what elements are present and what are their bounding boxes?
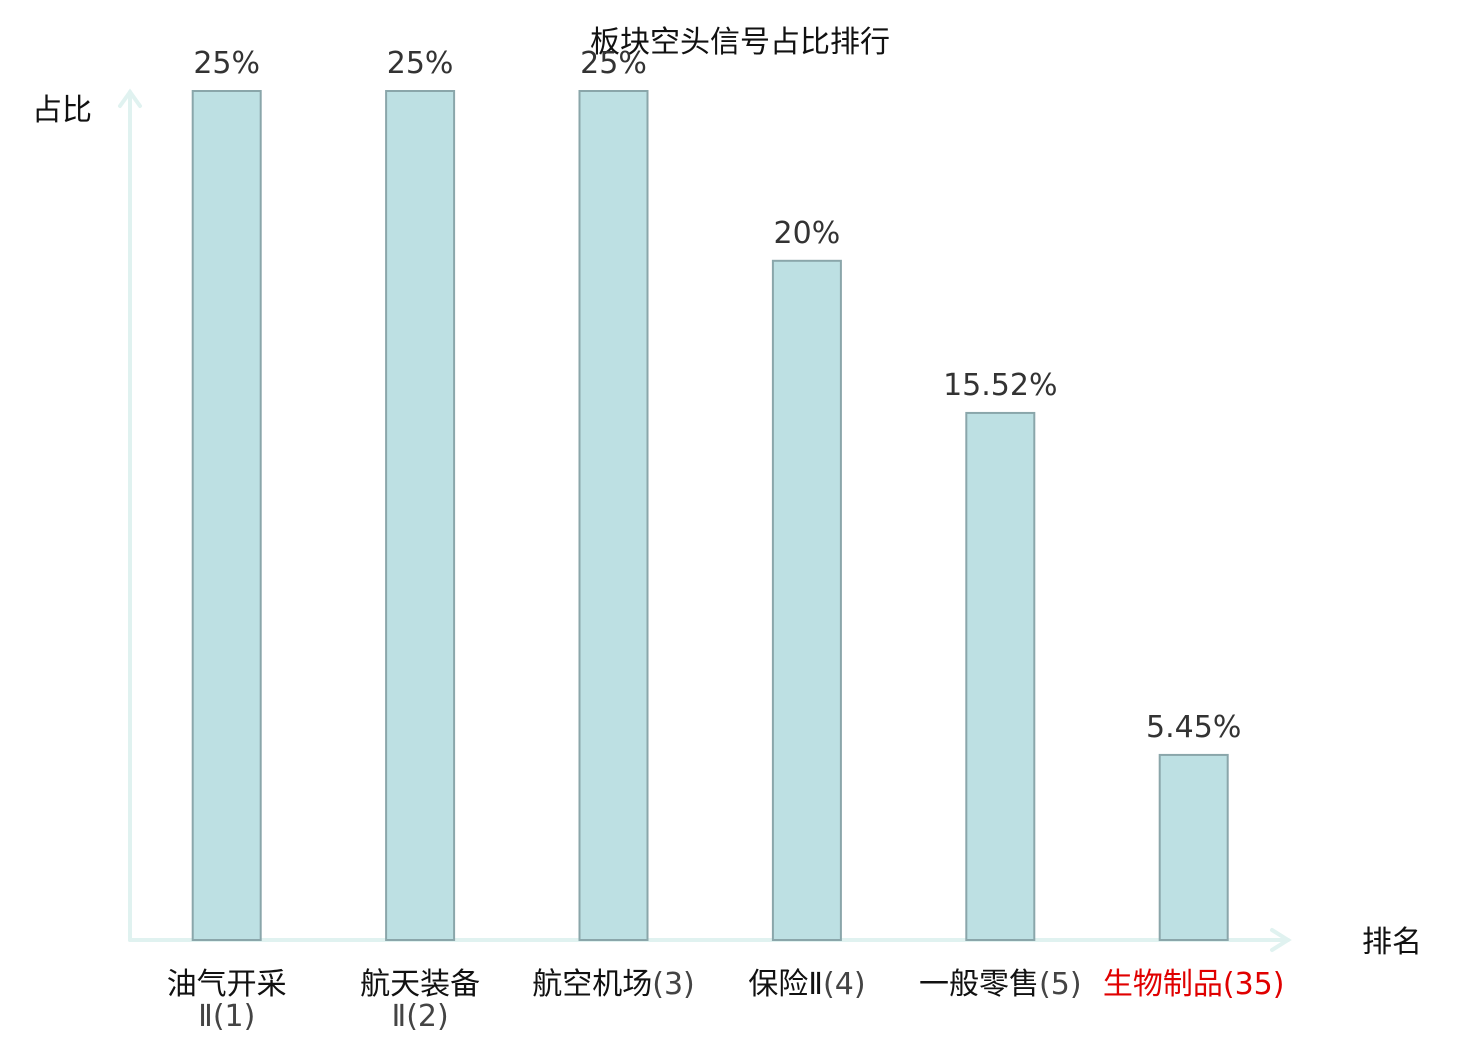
category-label-6: 生物制品(35) bbox=[1103, 967, 1285, 1002]
bar-3 bbox=[578, 90, 649, 941]
axes bbox=[118, 88, 1292, 952]
x-axis-arrow bbox=[1270, 928, 1292, 952]
value-label-6: 5.45% bbox=[1146, 710, 1241, 745]
value-label-5: 15.52% bbox=[943, 368, 1057, 403]
y-axis-label: 占比 bbox=[32, 93, 92, 128]
category-label-3: 航空机场(3) bbox=[532, 967, 695, 1002]
y-axis-arrow bbox=[118, 88, 142, 108]
category-labels: 油气开采 Ⅱ(1) 航天装备 Ⅱ(2) 航空机场(3) 保险Ⅱ(4) 一般零售(5) 生物制品… bbox=[167, 967, 1285, 1034]
category-label-1: 油气开采 Ⅱ(1) bbox=[167, 967, 287, 1034]
bar-2 bbox=[385, 90, 456, 941]
value-label-3: 25% bbox=[580, 46, 647, 81]
x-axis-label: 排名 bbox=[1362, 925, 1422, 960]
value-label-2: 25% bbox=[387, 46, 454, 81]
bars bbox=[191, 90, 1229, 942]
value-label-4: 20% bbox=[774, 216, 841, 251]
bar-4 bbox=[771, 259, 842, 941]
bar-5 bbox=[965, 411, 1036, 941]
bar-1 bbox=[191, 90, 262, 941]
bar-6 bbox=[1158, 753, 1229, 942]
value-labels: 25% 25% 25% 20% 15.52% 5.45% bbox=[193, 46, 1241, 745]
category-label-2: 航天装备 Ⅱ(2) bbox=[360, 967, 480, 1034]
category-label-5: 一般零售(5) bbox=[919, 967, 1082, 1002]
value-label-1: 25% bbox=[193, 46, 260, 81]
chart-title: 板块空头信号占比排行 bbox=[590, 25, 890, 60]
category-label-4: 保险Ⅱ(4) bbox=[748, 967, 865, 1002]
